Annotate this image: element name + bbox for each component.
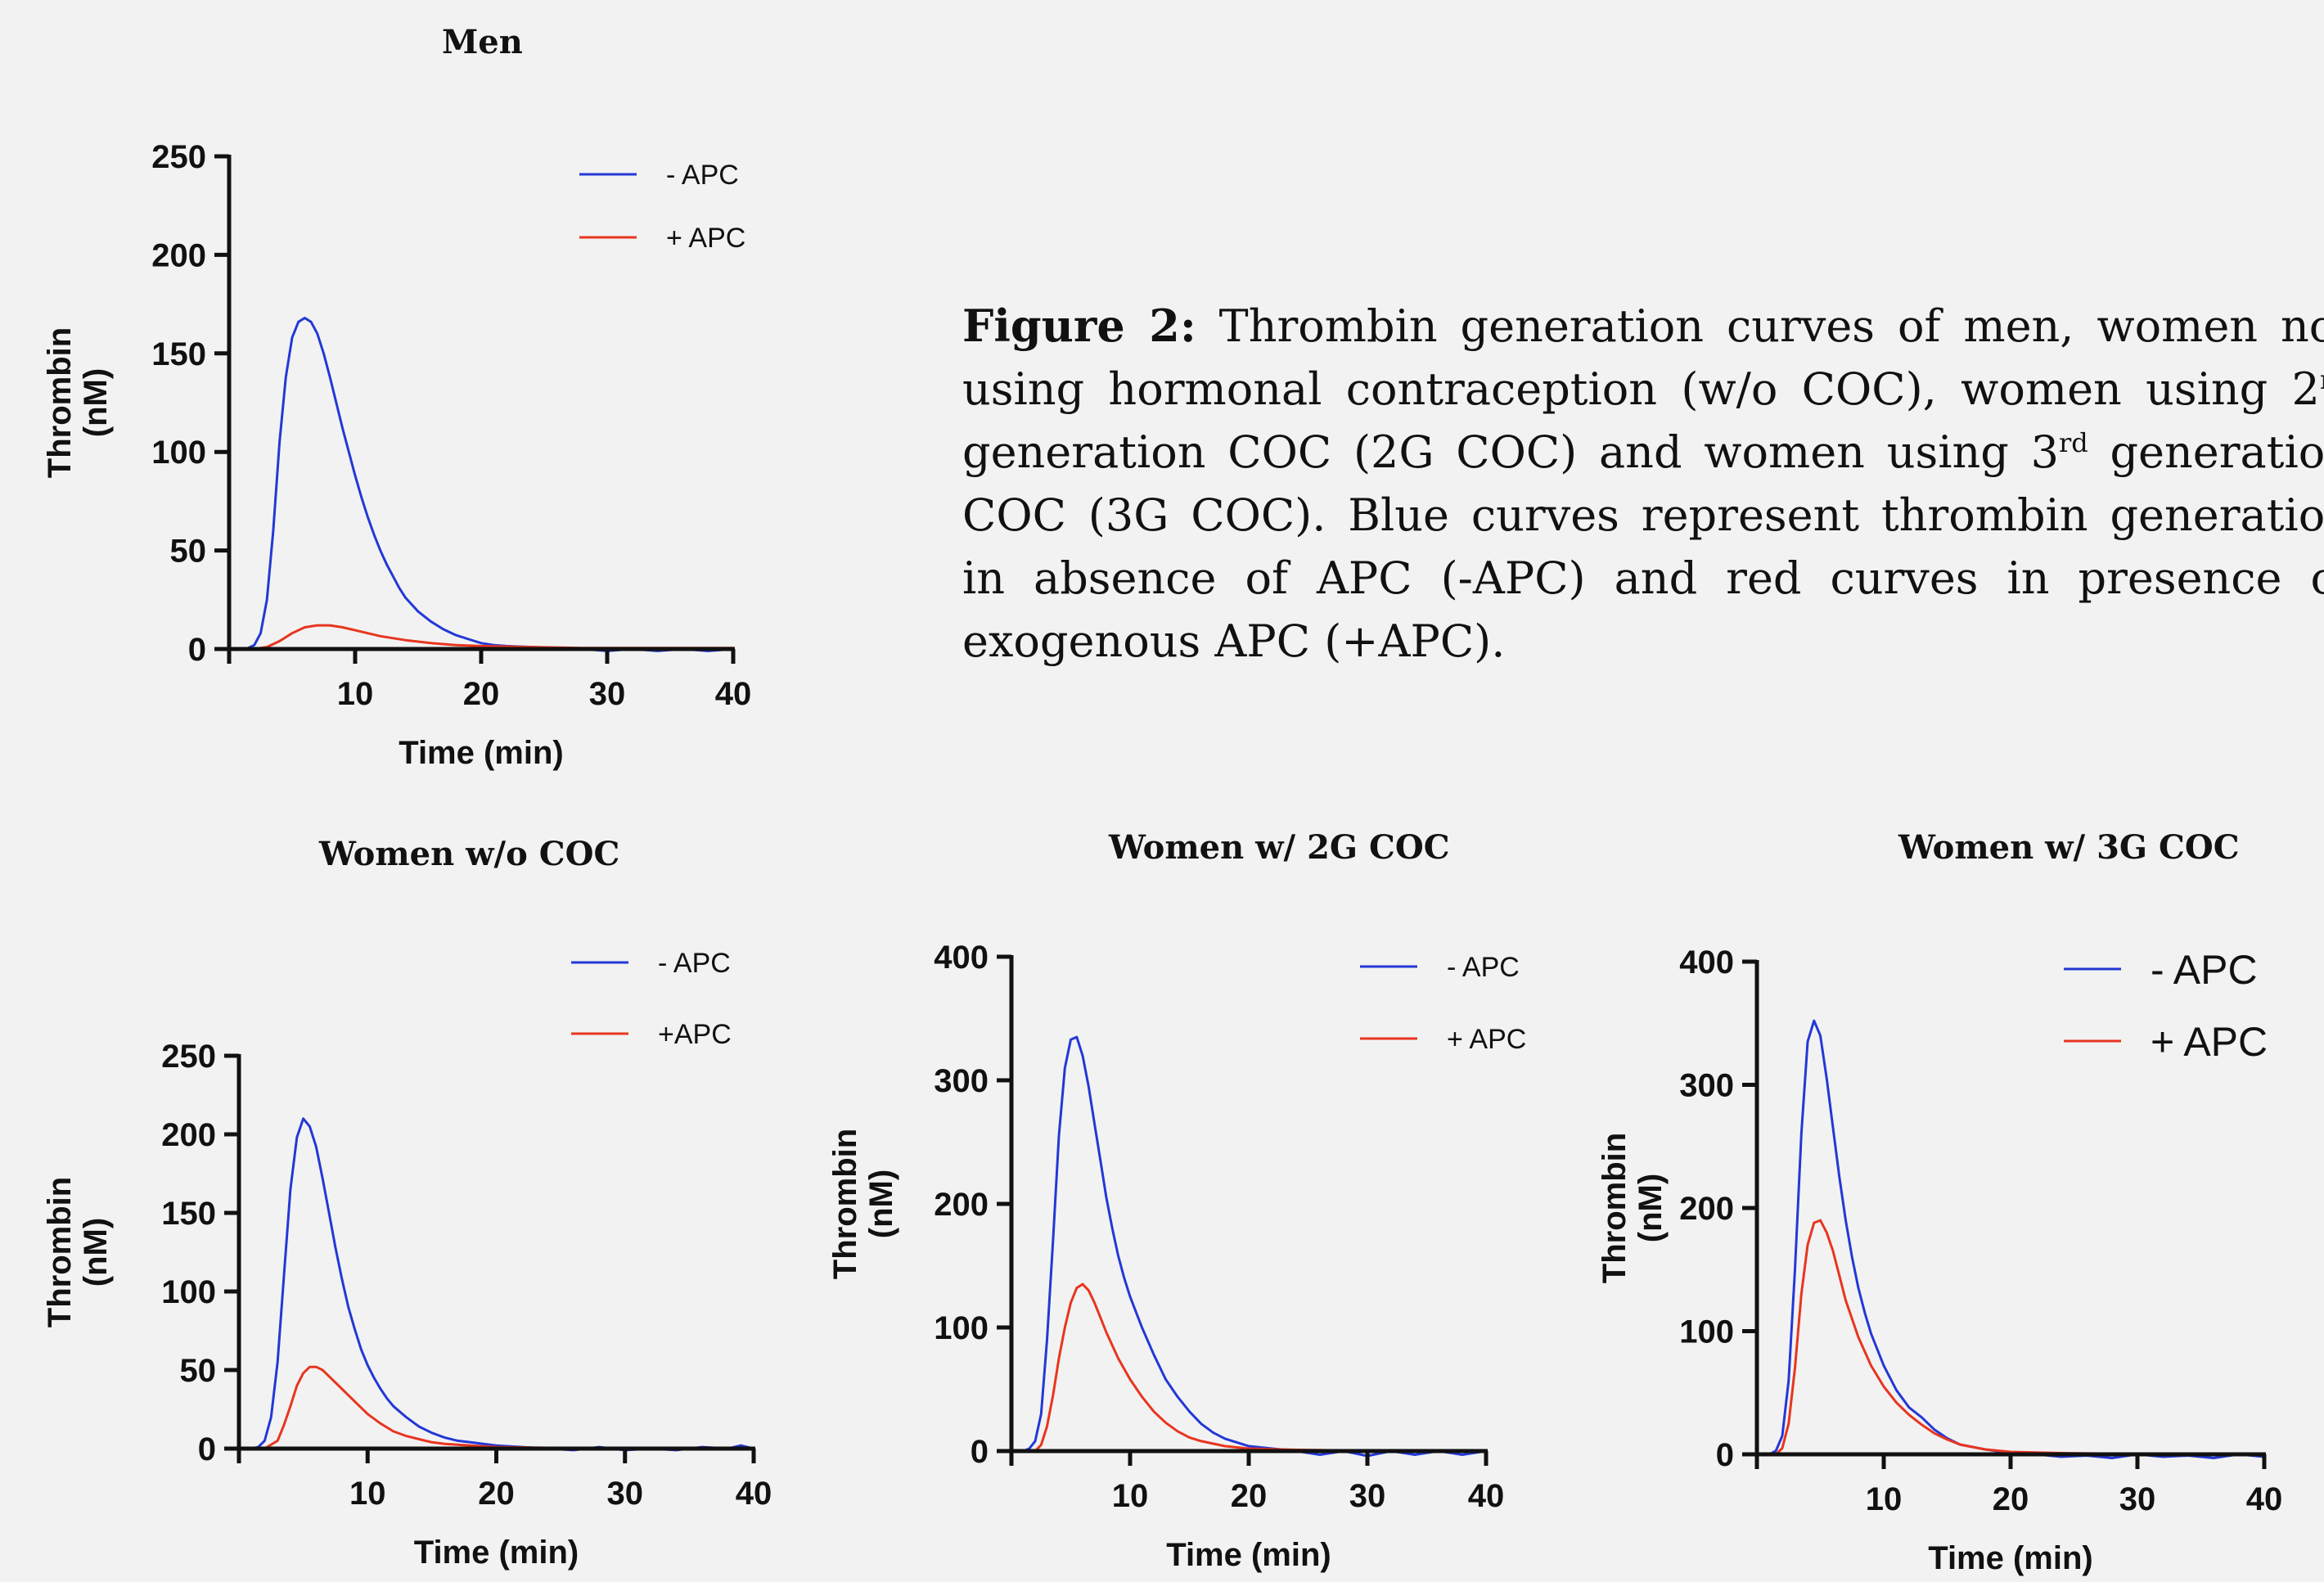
chart-title: Women w/ 3G COC <box>1898 828 2240 867</box>
y-tick-label: 100 <box>1679 1314 1734 1350</box>
y-tick-label: 250 <box>151 139 206 175</box>
chart-svg: 0 50 100 150 200 250 10 20 30 40 Time (min) Thrombi… <box>42 948 772 1571</box>
x-tick-label: 40 <box>2246 1481 2283 1517</box>
chart-svg: 0 100 200 300 400 10 20 30 40 Time (min) Thrombin(… <box>827 940 1526 1573</box>
legend-label-plus-apc: + APC <box>2151 1019 2268 1065</box>
chart-title: Women w/o COC <box>319 835 620 873</box>
x-tick-label: 40 <box>1468 1478 1505 1514</box>
y-tick-label: 0 <box>971 1434 989 1470</box>
y-tick-label: 50 <box>170 534 207 570</box>
chart-title: Men <box>442 23 523 61</box>
x-tick-label: 20 <box>1993 1481 2029 1517</box>
x-tick-label: 30 <box>607 1476 644 1512</box>
y-tick-label: 50 <box>180 1353 217 1389</box>
caption-lead: Figure 2: <box>962 300 1196 352</box>
chart-women-wo-coc: Women w/o COC 0 50 100 150 200 250 10 20 30 40 Tim… <box>0 818 802 1582</box>
x-axis-title: Time (min) <box>1928 1540 2093 1576</box>
y-tick-label: 200 <box>1679 1191 1734 1227</box>
legend-label-minus-apc: - APC <box>1447 952 1520 983</box>
legend-label-plus-apc: + APC <box>1447 1024 1526 1055</box>
series-line-plus-apc <box>229 624 733 651</box>
chart-title: Women w/ 2G COC <box>1109 828 1450 867</box>
x-tick-label: 40 <box>736 1476 772 1512</box>
x-axis-title: Time (min) <box>399 735 564 771</box>
legend-label-minus-apc: - APC <box>2151 947 2258 993</box>
x-tick-label: 10 <box>337 676 374 712</box>
y-axis-title: Thrombin(nM) <box>827 1129 899 1279</box>
x-tick-label: 10 <box>349 1476 386 1512</box>
chart-svg: 0 100 200 300 400 10 20 30 40 Time (min) Thrombin(… <box>1597 944 2283 1576</box>
y-axis-title: Thrombin(nM) <box>42 327 114 478</box>
series-line-minus-apc <box>229 317 734 652</box>
y-tick-label: 0 <box>188 632 206 668</box>
y-tick-label: 250 <box>161 1039 216 1075</box>
series-line-plus-apc <box>1757 1219 2264 1456</box>
y-tick-label: 0 <box>198 1431 216 1467</box>
legend-label-plus-apc: +APC <box>658 1019 732 1050</box>
series-line-plus-apc <box>1011 1282 1486 1453</box>
series-line-minus-apc <box>1757 1019 2265 1459</box>
y-tick-label: 200 <box>151 237 206 273</box>
y-tick-label: 150 <box>161 1196 216 1232</box>
chart-svg: 0 50 100 150 200 250 10 20 30 40 Time (min) Thrombi… <box>42 139 752 771</box>
series-line-minus-apc <box>239 1117 754 1452</box>
caption-part-2: generation COC (2G COC) and women using … <box>962 426 2059 478</box>
chart-women-2g-coc: Women w/ 2G COC 0 100 200 300 400 10 20 30 40 Tim… <box>786 818 1571 1582</box>
legend-label-minus-apc: - APC <box>658 948 731 979</box>
y-tick-label: 100 <box>934 1310 989 1346</box>
x-tick-label: 10 <box>1866 1481 1903 1517</box>
x-tick-label: 30 <box>1349 1478 1386 1514</box>
caption-part-1: Thrombin generation curves of men, women… <box>962 300 2324 415</box>
chart-men: Men 0 50 100 150 200 250 10 20 30 40 Time (min) Thr… <box>0 0 802 786</box>
x-tick-label: 20 <box>463 676 500 712</box>
x-axis-title: Time (min) <box>1166 1537 1331 1573</box>
y-tick-label: 200 <box>161 1117 216 1153</box>
x-tick-label: 30 <box>2119 1481 2156 1517</box>
y-tick-label: 100 <box>151 435 206 471</box>
y-tick-label: 150 <box>151 336 206 372</box>
caption-part-3: generation COC (3G COC). Blue curves rep… <box>962 426 2324 667</box>
y-tick-label: 300 <box>934 1063 989 1099</box>
legend-label-plus-apc: + APC <box>666 223 745 254</box>
y-tick-label: 300 <box>1679 1068 1734 1104</box>
caption-superscript-2: rd <box>2058 427 2088 458</box>
caption-superscript-1: nd <box>2320 364 2324 395</box>
figure-caption: Figure 2: Thrombin generation curves of … <box>962 295 2324 673</box>
x-tick-label: 40 <box>715 676 752 712</box>
y-axis-title: Thrombin(nM) <box>1597 1133 1669 1283</box>
x-tick-label: 20 <box>1231 1478 1268 1514</box>
x-axis-title: Time (min) <box>414 1535 579 1571</box>
chart-women-3g-coc: Women w/ 3G COC 0 100 200 300 400 10 20 30 40 Tim… <box>1555 818 2324 1582</box>
x-tick-label: 30 <box>589 676 626 712</box>
y-axis-title: Thrombin(nM) <box>42 1177 114 1327</box>
legend-label-minus-apc: - APC <box>666 160 739 191</box>
y-tick-label: 0 <box>1716 1437 1734 1473</box>
series-line-plus-apc <box>239 1365 754 1450</box>
y-tick-label: 200 <box>934 1187 989 1223</box>
y-tick-label: 400 <box>934 940 989 976</box>
y-tick-label: 400 <box>1679 944 1734 980</box>
x-tick-label: 10 <box>1112 1478 1149 1514</box>
y-tick-label: 100 <box>161 1274 216 1310</box>
series-line-minus-apc <box>1011 1035 1487 1458</box>
x-tick-label: 20 <box>478 1476 515 1512</box>
